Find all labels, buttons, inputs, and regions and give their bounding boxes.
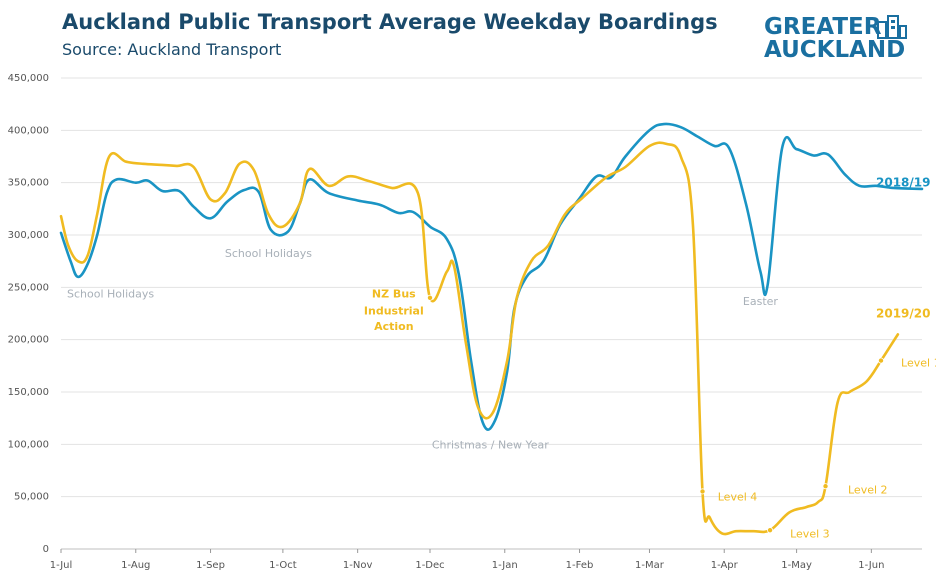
annotation-label: Industrial <box>364 304 424 317</box>
x-tick-label: 1-Oct <box>269 560 297 571</box>
markers <box>426 294 885 534</box>
annotation-label: School Holidays <box>225 247 312 260</box>
annotation-label: Christmas / New Year <box>432 438 549 451</box>
annotation-label: Easter <box>743 295 779 308</box>
y-tick-label: 0 <box>43 544 49 555</box>
annotation-label: NZ Bus <box>372 288 416 301</box>
series-lines <box>59 122 924 536</box>
x-tick-label: 1-Aug <box>121 560 150 571</box>
x-tick-label: 1-Sep <box>196 560 225 571</box>
x-tick-label: 1-May <box>781 560 812 571</box>
annotation-label: Level 3 <box>790 527 830 540</box>
gridlines <box>61 77 922 550</box>
chart-title: Auckland Public Transport Average Weekda… <box>62 10 718 34</box>
annotation-marker <box>426 294 433 301</box>
x-tick-label: 1-Jan <box>492 560 518 571</box>
annotation-label: Level 4 <box>718 491 758 504</box>
y-tick-label: 300,000 <box>8 230 49 241</box>
annotation-marker <box>822 483 829 490</box>
x-axis: 1-Jul 1-Aug 1-Sep 1-Oct 1-Nov 1-Dec 1-Jan 1-Feb… <box>50 549 884 571</box>
y-axis: 0 50,000 100,000 150,000 200,000 250,000 300,0… <box>8 73 49 555</box>
x-tick-label: 1-Dec <box>415 560 444 571</box>
x-tick-label: 1-Feb <box>566 560 594 571</box>
series-label: 2018/19 <box>876 176 930 190</box>
building-icon <box>877 15 907 39</box>
y-tick-label: 350,000 <box>8 178 49 189</box>
annotation-label: Action <box>374 320 413 333</box>
y-tick-label: 400,000 <box>8 125 49 136</box>
series-label: 2019/20 <box>876 307 930 321</box>
greater-auckland-logo: GREATER AUCKLAND <box>764 14 924 66</box>
y-tick-label: 150,000 <box>8 387 49 398</box>
y-tick-label: 450,000 <box>8 73 49 84</box>
x-tick-label: 1-Mar <box>635 560 665 571</box>
y-tick-label: 100,000 <box>8 439 49 450</box>
annotation-label: Level 2 <box>848 483 888 496</box>
series-line-1 <box>59 141 900 536</box>
chart-subtitle: Source: Auckland Transport <box>62 40 282 59</box>
annotation-label: Level 1 <box>901 357 936 370</box>
y-tick-label: 50,000 <box>14 492 49 503</box>
annotation-label: School Holidays <box>67 288 154 301</box>
logo-line-2: AUCKLAND <box>764 37 906 63</box>
series-line-0 <box>59 122 924 431</box>
annotation-marker <box>878 357 885 364</box>
y-tick-label: 200,000 <box>8 335 49 346</box>
x-tick-label: 1-Jun <box>858 560 884 571</box>
y-tick-label: 250,000 <box>8 282 49 293</box>
logo-line-1: GREATER <box>764 14 882 40</box>
annotations: 2018/19 2019/20 School Holidays School Holi… <box>67 176 936 541</box>
annotation-marker <box>699 488 706 495</box>
x-tick-label: 1-Jul <box>50 560 73 571</box>
x-tick-label: 1-Nov <box>343 560 373 571</box>
annotation-marker <box>767 527 774 534</box>
x-tick-label: 1-Apr <box>711 560 739 571</box>
